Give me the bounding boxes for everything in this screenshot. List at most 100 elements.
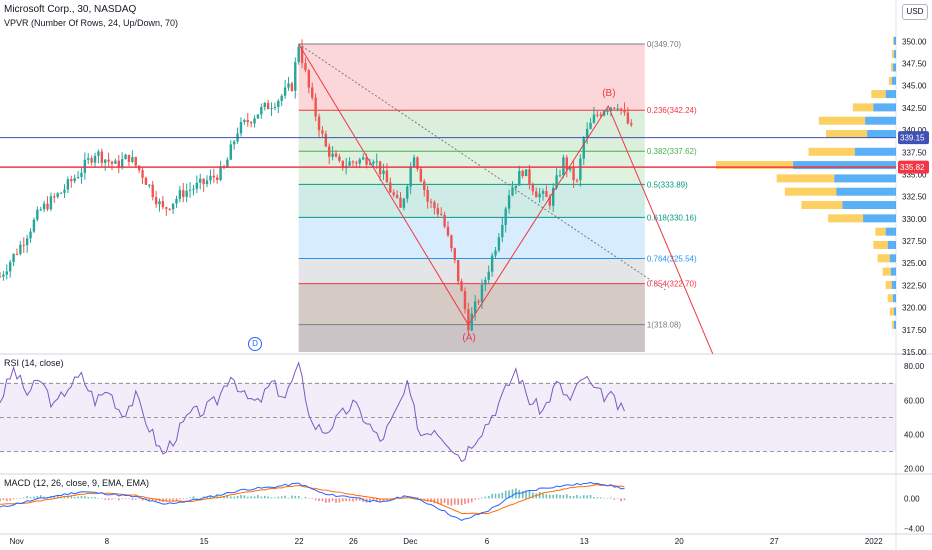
volume-profile-down-bar [871, 90, 886, 99]
candle-body [419, 168, 423, 182]
volume-profile-down-bar [889, 307, 894, 316]
candle-body [205, 180, 209, 185]
candle-body [15, 253, 19, 255]
macd-histogram-bar [63, 495, 66, 499]
candle-body [535, 191, 538, 198]
candle-body [592, 114, 596, 123]
candle-body [185, 190, 188, 197]
volume-profile-up-bar [836, 187, 896, 196]
volume-profile-down-bar [852, 103, 874, 112]
macd-histogram-bar [5, 498, 8, 502]
fib-level-label: 0(349.70) [647, 40, 682, 49]
macd-histogram-bar [16, 498, 18, 499]
candle-body [297, 46, 300, 63]
fib-zone [298, 258, 645, 284]
candle-body [341, 160, 344, 168]
macd-histogram-bar [0, 498, 1, 502]
candle-body [280, 95, 283, 101]
candle-body [25, 238, 29, 246]
volume-profile-up-bar [863, 214, 896, 223]
candle-body [348, 161, 351, 166]
macd-histogram-bar [182, 498, 185, 500]
macd-histogram-bar [128, 498, 130, 499]
macd-histogram-bar [22, 497, 25, 499]
candle-body [395, 195, 399, 198]
rsi-tick-label: 20.00 [904, 465, 925, 474]
candle-body [630, 123, 633, 125]
candle-body [100, 151, 104, 163]
candle-body [97, 151, 100, 156]
macd-histogram-bar [338, 498, 341, 503]
macd-histogram-bar [311, 498, 314, 500]
candle-body [311, 87, 314, 98]
macd-histogram-bar [335, 498, 337, 503]
candle-body [266, 102, 270, 110]
candle-body [165, 207, 168, 209]
macd-histogram-bar [457, 498, 459, 505]
candle-body [582, 138, 585, 159]
candle-body [32, 219, 36, 232]
price-tick-label: 335.00 [902, 170, 927, 179]
time-tick-label: Nov [10, 537, 24, 546]
macd-histogram-bar [168, 498, 171, 501]
volume-profile-up-bar [867, 130, 896, 139]
macd-histogram-bar [447, 498, 449, 506]
candle-body [8, 262, 12, 272]
macd-histogram-bar [270, 497, 273, 499]
price-tick-label: 342.50 [902, 104, 927, 113]
macd-histogram-bar [453, 498, 456, 505]
macd-title: MACD (12, 26, close, 9, EMA, EMA) [4, 478, 149, 488]
macd-histogram-bar [375, 498, 378, 502]
candle-body [406, 186, 409, 199]
fib-zone [298, 184, 645, 218]
macd-histogram-bar [494, 493, 497, 499]
candle-body [446, 226, 450, 236]
candle-body [497, 237, 501, 251]
volume-profile-down-bar [776, 174, 835, 183]
macd-histogram-bar [284, 495, 286, 499]
candle-body [511, 187, 514, 196]
macd-histogram-bar [165, 498, 168, 502]
macd-histogram-bar [172, 498, 174, 501]
candle-body [73, 178, 76, 182]
macd-histogram-bar [345, 498, 347, 502]
price-tick-label: 325.00 [902, 259, 927, 268]
candle-body [232, 141, 236, 145]
candle-body [287, 83, 290, 88]
macd-histogram-bar [440, 498, 443, 505]
price-badge-label: 335.82 [900, 163, 925, 172]
fib-level-label: 1(318.08) [647, 321, 682, 330]
macd-histogram-bar [19, 498, 22, 499]
fib-level-label: 0.5(333.89) [647, 180, 688, 189]
macd-histogram-bar [599, 497, 602, 499]
macd-histogram-bar [53, 496, 56, 499]
candle-body [304, 63, 307, 71]
macd-histogram-bar [2, 498, 5, 500]
time-tick-label: 22 [295, 537, 304, 546]
candle-body [524, 169, 528, 177]
candle-body [249, 122, 253, 124]
macd-histogram-bar [443, 498, 446, 503]
candle-body [226, 159, 229, 168]
dividend-marker[interactable]: D [248, 337, 262, 351]
macd-histogram-bar [559, 494, 561, 499]
candle-body [528, 169, 531, 185]
time-tick-label: 26 [349, 537, 358, 546]
candle-body [562, 157, 565, 176]
macd-histogram-bar [420, 498, 422, 500]
candle-body [256, 114, 260, 119]
macd-histogram-bar [9, 498, 11, 501]
price-tick-label: 317.50 [902, 326, 927, 335]
macd-histogram-bar [287, 497, 290, 499]
currency-button[interactable]: USD [902, 4, 928, 20]
macd-histogram-bar [236, 495, 239, 499]
macd-histogram-bar [372, 498, 375, 501]
macd-histogram-bar [355, 498, 358, 501]
macd-histogram-bar [521, 490, 524, 499]
macd-histogram-bar [175, 498, 178, 501]
macd-histogram-bar [532, 492, 534, 499]
time-tick-label: 6 [485, 537, 490, 546]
candle-body [300, 46, 304, 64]
candle-body [209, 175, 212, 181]
